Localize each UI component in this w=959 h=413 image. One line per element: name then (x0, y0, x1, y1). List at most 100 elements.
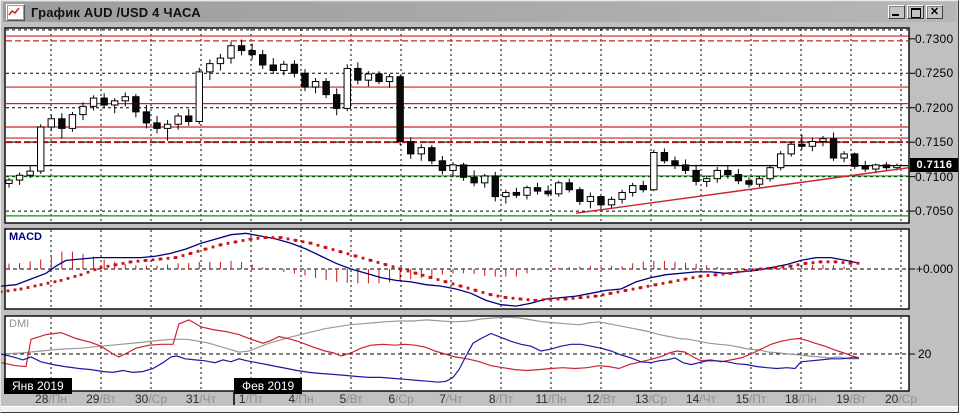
macd-signal-dot (39, 283, 43, 287)
candle-bear (333, 94, 341, 109)
macd-signal-dot (324, 246, 328, 249)
candle-bull (68, 114, 77, 129)
candle-bear (660, 152, 669, 162)
candle-bear (692, 169, 700, 182)
current-price-tag: 0.7116 (910, 158, 958, 172)
macd-signal-dot (594, 294, 598, 298)
macd-signal-dot (59, 279, 63, 282)
candle-bull (819, 138, 827, 142)
candle-bear (396, 76, 404, 142)
trendline (575, 166, 910, 214)
macd-signal-dot (684, 277, 688, 281)
macd-signal-dot (429, 276, 433, 279)
macd-signal-dot (729, 271, 733, 275)
maximize-icon (911, 8, 921, 18)
macd-signal-dot (549, 297, 553, 301)
candle-bear (237, 45, 246, 52)
macd-signal-dot (376, 261, 380, 264)
macd-line (1, 232, 860, 307)
candle-bull (26, 170, 34, 176)
horizontal-scrollbar-area[interactable] (1, 406, 958, 412)
candle-bear (438, 160, 447, 171)
macd-signal-dot (294, 239, 298, 242)
macd-signal-dot (579, 296, 583, 299)
minimize-button[interactable] (888, 5, 905, 19)
x-axis-label: 8/Пт (488, 392, 514, 406)
adx-line (1, 316, 859, 360)
candle-bear (798, 143, 806, 147)
macd-signal-dot (33, 284, 37, 288)
macd-signal-dot (766, 266, 770, 270)
macd-signal-dot (781, 265, 785, 269)
macd-signal-dot (631, 287, 635, 291)
macd-signal-dot (646, 284, 650, 288)
macd-signal-dot (211, 245, 215, 249)
close-button[interactable]: ✕ (926, 5, 943, 19)
macd-signal-dot (346, 252, 350, 256)
macd-signal-dot (481, 291, 485, 294)
price-axis-label: 0.7250 (915, 66, 954, 81)
candle-bull (628, 185, 637, 193)
macd-signal-dot (436, 278, 440, 281)
candle-bear (153, 122, 161, 129)
macd-signal-dot (639, 286, 643, 289)
x-axis-label: 28/Пн (35, 392, 67, 406)
macd-signal-dot (1, 290, 3, 294)
macd-signal-dot (256, 236, 260, 240)
macd-signal-dot (271, 236, 275, 239)
candle-bull (227, 45, 235, 59)
macd-signal-dot (751, 268, 755, 272)
x-axis-label: 31/Чт (185, 392, 217, 406)
candle-bull (47, 118, 55, 128)
macd-signal-dot (79, 273, 83, 277)
macd-signal-dot (804, 261, 808, 265)
month-label-jan: Янв 2019 (4, 378, 72, 394)
macd-signal-dot (466, 286, 470, 290)
macd-signal-dot (834, 260, 838, 264)
maximize-button[interactable] (907, 5, 924, 19)
macd-signal-dot (774, 266, 778, 269)
macd-signal-dot (46, 281, 50, 285)
candle-bull (755, 178, 764, 185)
macd-signal-dot (264, 236, 268, 239)
macd-signal-dot (489, 293, 493, 297)
candle-bear (322, 81, 330, 96)
candle-bull (364, 73, 373, 81)
x-axis-label: 13/Ср (634, 392, 668, 406)
candle-bear (185, 115, 193, 123)
candle-bull (163, 123, 172, 129)
candle-bull (808, 140, 817, 147)
x-axis-label: 1/Пт (238, 392, 264, 406)
x-axis-label: 12/Вт (586, 392, 616, 406)
candle-bear (745, 180, 753, 185)
candle-bear (100, 97, 108, 106)
macd-signal-dot (406, 269, 410, 273)
candle-bull (195, 71, 203, 123)
candle-bull (502, 191, 510, 198)
macd-signal-dot (339, 250, 343, 254)
candle-bull (787, 143, 795, 155)
candle-bear (290, 63, 299, 74)
candle-bear (861, 165, 869, 170)
macd-signal-dot (586, 295, 590, 299)
macd-signal-dot (556, 297, 560, 301)
dmi-panel-label: DMI (9, 318, 30, 330)
macd-signal-dot (819, 260, 823, 264)
candle-bear (269, 64, 277, 72)
x-axis-label: 5/Вт (339, 392, 363, 406)
titlebar[interactable]: График AUD /USD 4 ЧАСА ✕ (3, 2, 956, 22)
panel-border (4, 315, 910, 392)
dmi-plot-area[interactable] (5, 316, 909, 391)
main-plot-area[interactable] (5, 28, 909, 223)
window-controls: ✕ (888, 5, 943, 19)
candle-bear (259, 54, 267, 66)
minimize-icon (892, 14, 899, 16)
x-axis-label: 6/Ср (388, 392, 414, 406)
candle-bull (216, 57, 225, 65)
candle-bull (37, 126, 45, 172)
candle-bear (459, 164, 468, 178)
macd-signal-dot (654, 283, 658, 287)
macd-signal-dot (391, 265, 395, 269)
macd-zero-label: +0.000 (916, 262, 954, 276)
